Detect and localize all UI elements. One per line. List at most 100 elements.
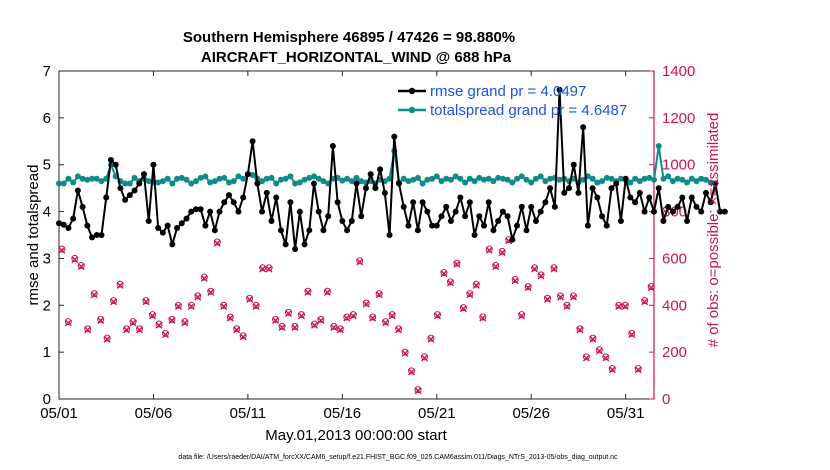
- rmse-point: [660, 217, 667, 224]
- obs-assimilated-stroke: [207, 288, 215, 296]
- obs-assimilated-stroke: [440, 270, 448, 278]
- obs-assimilated-marker: [136, 326, 144, 334]
- totalspread-point: [93, 175, 100, 182]
- obs-assimilated-marker: [323, 288, 331, 296]
- obs-possible-marker: [64, 318, 72, 326]
- totalspread-point: [693, 178, 700, 185]
- rmse-point: [117, 185, 124, 192]
- obs-assimilated-stroke: [142, 298, 150, 306]
- obs-assimilated-marker: [472, 281, 480, 289]
- rmse-point: [632, 199, 639, 206]
- rmse-point: [169, 241, 176, 248]
- rmse-point: [429, 222, 436, 229]
- rmse-point: [263, 189, 270, 196]
- rmse-point: [452, 208, 459, 215]
- y2-tick-label: 1200: [662, 110, 695, 127]
- obs-possible-marker: [634, 365, 642, 373]
- totalspread-point: [542, 178, 549, 185]
- obs-possible-marker: [440, 268, 448, 276]
- rmse-point: [329, 142, 336, 149]
- rmse-point: [471, 232, 478, 238]
- obs-assimilated-marker: [388, 312, 396, 320]
- totalspread-point: [178, 174, 185, 181]
- obs-assimilated-marker: [129, 319, 137, 327]
- rmse-point: [56, 220, 62, 227]
- totalspread-point: [277, 176, 284, 183]
- obs-assimilated-stroke: [395, 326, 403, 334]
- totalspread-point: [504, 176, 511, 183]
- obs-assimilated-marker: [427, 335, 435, 343]
- obs-assimilated-stroke: [382, 319, 390, 327]
- obs-assimilated-stroke: [252, 302, 260, 310]
- y-tick-label: 4: [43, 204, 51, 221]
- obs-assimilated-marker: [252, 302, 260, 310]
- totalspread-point: [249, 172, 256, 179]
- rmse-point: [443, 203, 450, 210]
- obs-assimilated-marker: [615, 302, 623, 310]
- obs-possible-marker: [524, 283, 532, 291]
- rmse-point: [717, 208, 724, 215]
- totalspread-point: [532, 175, 539, 182]
- obs-possible-marker: [537, 271, 545, 279]
- rmse-point: [334, 199, 341, 206]
- obs-assimilated-marker: [466, 291, 474, 299]
- rmse-point: [244, 171, 251, 178]
- obs-assimilated-stroke: [200, 274, 208, 282]
- rmse-point: [70, 215, 77, 222]
- obs-possible-marker: [330, 322, 338, 330]
- obs-assimilated-stroke: [472, 281, 480, 289]
- obs-assimilated-marker: [446, 279, 454, 287]
- totalspread-point: [358, 178, 365, 185]
- obs-possible-marker: [563, 301, 571, 309]
- obs-possible-marker: [90, 290, 98, 298]
- obs-possible-marker: [369, 313, 377, 321]
- totalspread-point: [353, 174, 360, 181]
- plot-area: [58, 70, 655, 400]
- obs-assimilated-marker: [628, 331, 636, 339]
- rmse-point: [655, 185, 662, 192]
- totalspread-point: [660, 175, 667, 182]
- obs-possible-marker: [608, 365, 616, 373]
- rmse-point: [584, 222, 591, 229]
- y-tick-label: 7: [43, 63, 51, 80]
- rmse-point: [103, 194, 110, 201]
- obs-assimilated-stroke: [116, 281, 124, 289]
- obs-possible-marker: [641, 297, 649, 305]
- y-axis-label: rmse and totalspread: [25, 165, 42, 306]
- obs-assimilated-marker: [310, 321, 318, 329]
- obs-possible-marker: [161, 329, 169, 337]
- totalspread-point: [589, 175, 596, 182]
- rmse-point: [580, 124, 587, 131]
- obs-assimilated-marker: [421, 354, 428, 362]
- obs-assimilated-stroke: [233, 326, 241, 334]
- obs-assimilated-stroke: [278, 324, 286, 332]
- totalspread-point: [98, 178, 105, 185]
- totalspread-point: [499, 175, 506, 182]
- totalspread-point: [471, 178, 478, 185]
- obs-assimilated-marker: [168, 317, 176, 325]
- totalspread-point: [514, 175, 521, 182]
- rmse-point: [65, 224, 72, 231]
- obs-assimilated-marker: [408, 368, 416, 376]
- totalspread-point: [707, 179, 714, 186]
- rmse-point: [575, 189, 582, 196]
- x-tick-label: 05/26: [512, 405, 550, 422]
- obs-assimilated-marker: [537, 272, 545, 280]
- obs-assimilated-stroke: [330, 324, 338, 332]
- rmse-point: [377, 166, 384, 173]
- rmse-point: [339, 217, 346, 224]
- totalspread-point: [287, 173, 294, 180]
- obs-possible-marker: [285, 308, 292, 316]
- obs-assimilated-stroke: [608, 366, 616, 374]
- rmse-point: [145, 217, 152, 224]
- rmse-point: [74, 187, 81, 194]
- rmse-point: [688, 194, 695, 201]
- rmse-point: [504, 213, 511, 220]
- rmse-point: [651, 208, 657, 215]
- obs-possible-marker: [136, 325, 144, 333]
- totalspread-point: [438, 178, 445, 185]
- obs-possible-marker: [550, 264, 558, 272]
- obs-possible-marker: [595, 346, 603, 354]
- obs-assimilated-stroke: [168, 317, 176, 325]
- totalspread-point: [320, 178, 327, 185]
